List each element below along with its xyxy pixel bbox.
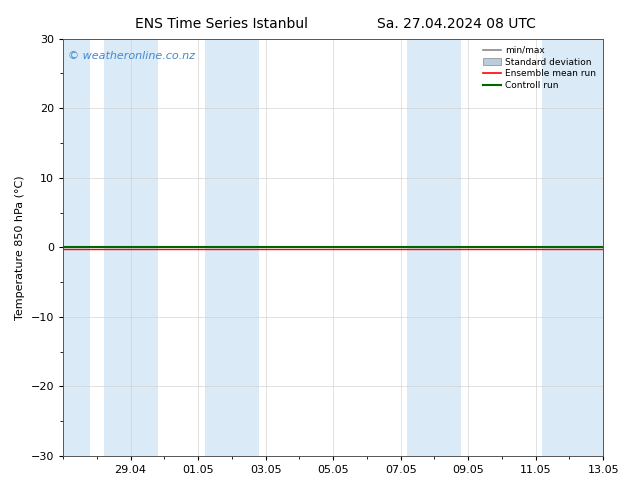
Text: © weatheronline.co.nz: © weatheronline.co.nz — [68, 51, 195, 61]
Y-axis label: Temperature 850 hPa (°C): Temperature 850 hPa (°C) — [15, 175, 25, 319]
Bar — [543, 39, 603, 456]
Text: ENS Time Series Istanbul: ENS Time Series Istanbul — [136, 17, 308, 31]
Bar — [408, 39, 462, 456]
Bar — [63, 39, 90, 456]
Bar — [205, 39, 259, 456]
Bar — [103, 39, 158, 456]
Text: Sa. 27.04.2024 08 UTC: Sa. 27.04.2024 08 UTC — [377, 17, 536, 31]
Legend: min/max, Standard deviation, Ensemble mean run, Controll run: min/max, Standard deviation, Ensemble me… — [481, 43, 598, 93]
